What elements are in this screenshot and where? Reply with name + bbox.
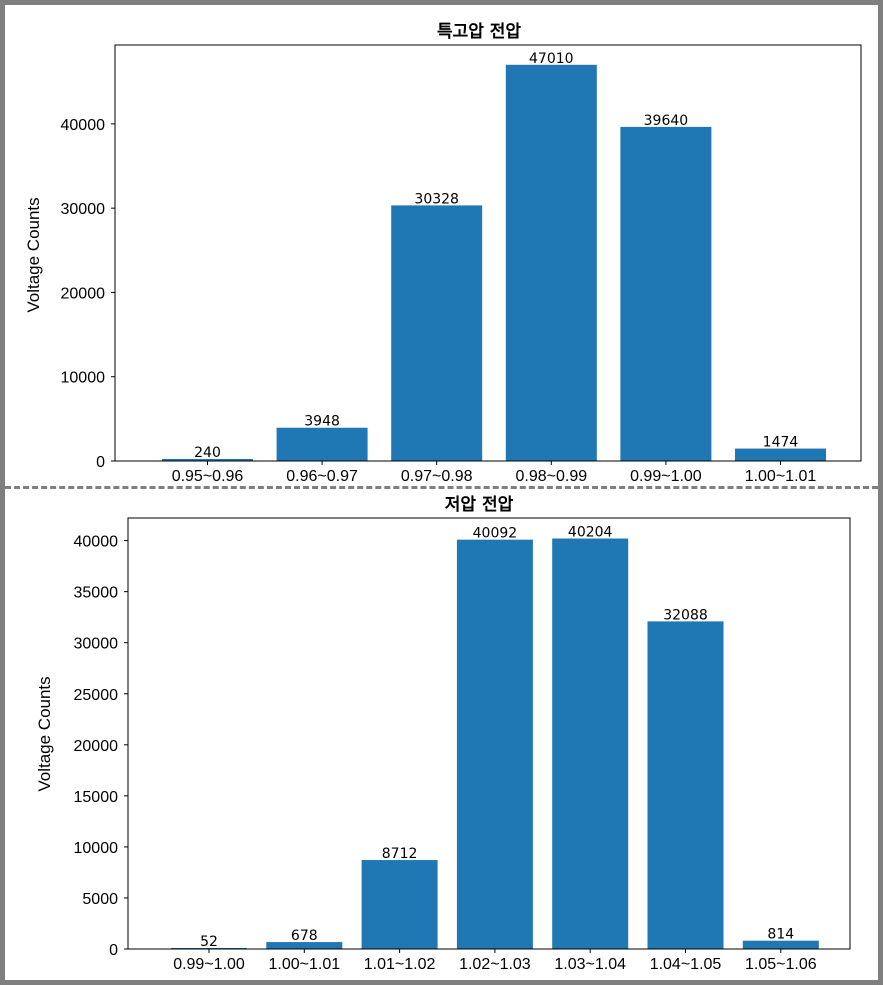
x-tick-label: 1.05~1.06	[745, 956, 817, 973]
bar	[276, 427, 368, 461]
data-label: 30328	[414, 191, 459, 207]
data-label: 40204	[568, 525, 613, 541]
data-label: 678	[291, 928, 318, 944]
chart-title: 특고압 전압	[437, 21, 521, 42]
bar	[505, 64, 597, 461]
ticks: 0.95~0.96 0.96~0.97 0.97~0.98 0.98~0.99 0.99…	[61, 117, 817, 485]
x-tick-label: 1.00~1.01	[745, 468, 817, 485]
data-label: 47010	[529, 51, 574, 67]
y-tick-label: 25000	[74, 687, 119, 704]
data-label: 52	[200, 934, 218, 950]
chart-divider	[5, 486, 878, 489]
x-tick-label: 0.95~0.96	[172, 468, 244, 485]
chart-title: 저압 전압	[445, 494, 514, 515]
bar	[647, 621, 724, 949]
x-tick-label: 0.99~1.00	[630, 468, 702, 485]
bar	[456, 539, 533, 949]
bar	[266, 942, 343, 949]
y-tick-label: 40000	[74, 534, 119, 551]
ticks: 0.99~1.00 1.00~1.01 1.01~1.02 1.02~1.03 1.03…	[74, 534, 817, 973]
x-tick-label: 1.02~1.03	[459, 956, 531, 973]
chart-high-voltage: 특고압 전압 Voltage Counts 240 3948 30328 47010 3…	[24, 21, 862, 485]
bar	[361, 860, 438, 949]
plot-area-border	[127, 517, 851, 950]
bar	[620, 126, 712, 462]
x-tick-label: 1.00~1.01	[268, 956, 340, 973]
bar	[735, 448, 826, 461]
data-label: 240	[194, 445, 221, 461]
y-tick-label: 0	[96, 454, 105, 471]
y-axis-label: Voltage Counts	[24, 197, 43, 312]
y-tick-label: 10000	[61, 370, 106, 387]
bars: 52 678 8712 40092 40204 32088 814	[171, 525, 819, 950]
y-tick-label: 5000	[82, 891, 118, 908]
bar	[742, 940, 819, 949]
data-label: 814	[767, 927, 794, 943]
bar	[391, 205, 483, 461]
x-tick-label: 1.03~1.04	[554, 956, 626, 973]
x-tick-label: 0.99~1.00	[173, 956, 245, 973]
data-label: 39640	[644, 113, 689, 129]
y-tick-label: 15000	[74, 789, 119, 806]
y-tick-label: 10000	[74, 840, 119, 857]
bars: 240 3948 30328 47010 39640 1474	[162, 51, 826, 462]
data-label: 8712	[382, 846, 418, 862]
y-tick-label: 30000	[61, 201, 106, 218]
bar	[162, 458, 253, 461]
data-label: 1474	[763, 435, 799, 451]
y-tick-label: 0	[109, 942, 118, 959]
plot-area-border	[114, 44, 862, 462]
data-label: 40092	[473, 526, 518, 542]
y-tick-label: 35000	[74, 585, 119, 602]
x-tick-label: 0.96~0.97	[286, 468, 358, 485]
bar	[552, 538, 629, 949]
x-tick-label: 1.01~1.02	[364, 956, 436, 973]
x-tick-label: 0.97~0.98	[401, 468, 473, 485]
y-tick-label: 20000	[61, 285, 106, 302]
y-tick-label: 20000	[74, 738, 119, 755]
x-tick-label: 0.98~0.99	[515, 468, 587, 485]
data-label: 32088	[663, 607, 708, 623]
chart-low-voltage: 저압 전압 Voltage Counts 52 678 8712 40092 40204…	[35, 494, 851, 973]
y-tick-label: 40000	[61, 117, 106, 134]
x-tick-label: 1.04~1.05	[650, 956, 722, 973]
y-tick-label: 30000	[74, 636, 119, 653]
y-axis-label: Voltage Counts	[35, 676, 54, 791]
data-label: 3948	[304, 414, 340, 430]
